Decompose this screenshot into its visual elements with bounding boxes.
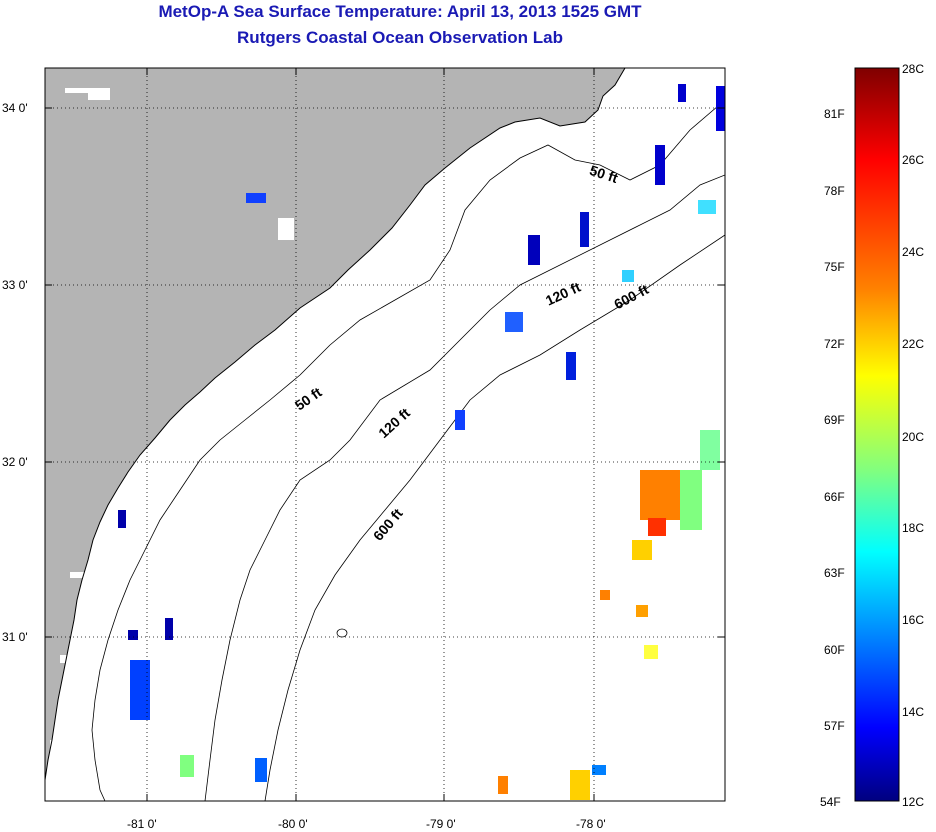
colorbar-f-label: 66F	[824, 490, 845, 504]
land-mass	[45, 68, 625, 780]
colorbar-c-label: 16C	[902, 613, 924, 627]
lon-label: -81 0'	[127, 817, 157, 831]
colorbar-c-label: 22C	[902, 337, 924, 351]
colorbar-f-label: 69F	[824, 413, 845, 427]
contour-120ft	[204, 174, 725, 801]
colorbar-f-label: 78F	[824, 184, 845, 198]
contour-600ft	[264, 234, 725, 801]
colorbar-c-label: 18C	[902, 521, 924, 535]
map-title: MetOp-A Sea Surface Temperature: April 1…	[158, 2, 642, 21]
colorbar-f-label: 57F	[824, 719, 845, 733]
lon-label: -79 0'	[426, 817, 456, 831]
colorbar-f-label: 54F	[820, 795, 841, 809]
coastline	[45, 68, 626, 781]
colorbar-f-label: 60F	[824, 643, 845, 657]
grid	[45, 68, 725, 801]
lat-label: 31 0'	[2, 630, 28, 644]
colorbar-f-label: 81F	[824, 107, 845, 121]
colorbar-f-label: 72F	[824, 337, 845, 351]
colorbar-c-label: 26C	[902, 153, 924, 167]
lat-label: 34 0'	[2, 101, 28, 115]
colorbar-c-label: 14C	[902, 705, 924, 719]
colorbar-c-label: 28C	[902, 62, 924, 76]
contour-50ft	[91, 99, 725, 801]
lon-label: -80 0'	[278, 817, 308, 831]
lat-label: 32 0'	[2, 455, 28, 469]
lat-label: 33 0'	[2, 278, 28, 292]
map-subtitle: Rutgers Coastal Ocean Observation Lab	[237, 28, 563, 47]
lon-label: -78 0'	[576, 817, 606, 831]
colorbar-c-label: 12C	[902, 795, 924, 809]
colorbar-f-label: 63F	[824, 566, 845, 580]
colorbar-c-label: 20C	[902, 430, 924, 444]
colorbar	[854, 67, 900, 802]
colorbar-c-label: 24C	[902, 245, 924, 259]
colorbar-f-label: 75F	[824, 260, 845, 274]
